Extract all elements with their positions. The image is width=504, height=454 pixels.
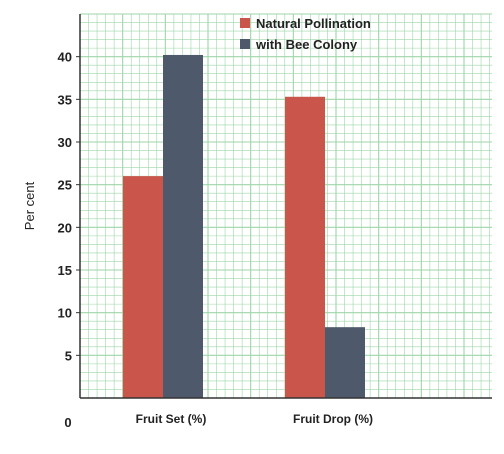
legend: Natural Pollination with Bee Colony (240, 16, 371, 52)
origin-label: 0 (64, 415, 71, 430)
y-tick-label: 25 (58, 178, 72, 193)
axes (79, 14, 492, 399)
y-tick-label: 10 (58, 306, 72, 321)
legend-swatch-with-bee-colony (240, 39, 250, 49)
x-category-label: Fruit Drop (%) (293, 412, 373, 426)
y-tick-label: 40 (58, 50, 72, 65)
y-axis-label: Per cent (22, 181, 37, 230)
legend-label-natural-pollination: Natural Pollination (256, 16, 371, 31)
legend-swatch-natural-pollination (240, 18, 250, 28)
y-tick-label: 15 (58, 263, 72, 278)
bar-with-bee-colony-1 (325, 327, 365, 398)
y-tick-label: 35 (58, 92, 72, 107)
bars (123, 54, 365, 399)
y-tick-label: 30 (58, 135, 72, 150)
legend-label-with-bee-colony: with Bee Colony (255, 37, 358, 52)
x-category-labels: Fruit Set (%) Fruit Drop (%) (136, 412, 373, 426)
bar-natural-pollination-0 (123, 176, 163, 398)
y-tick-labels: 5 10 15 20 25 30 35 40 (58, 50, 80, 363)
bar-natural-pollination-1 (285, 96, 325, 399)
bar-with-bee-colony-0 (163, 54, 203, 399)
x-category-label: Fruit Set (%) (136, 412, 207, 426)
y-tick-label: 5 (65, 348, 72, 363)
y-tick-label: 20 (58, 220, 72, 235)
